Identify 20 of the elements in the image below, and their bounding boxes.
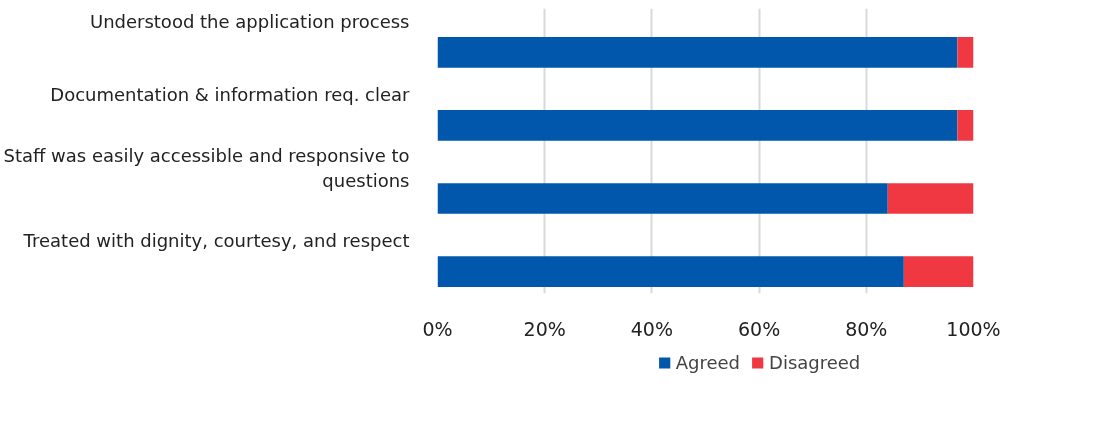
- bar: [437, 37, 958, 68]
- y-tick-label: Treated with dignity, courtesy, and respect: [22, 230, 410, 252]
- x-tick-label: 0%: [422, 317, 453, 340]
- y-tick-label: Understood the application process: [89, 11, 410, 33]
- x-tick-label: 80%: [845, 317, 888, 340]
- legend-label: Agreed: [675, 351, 741, 373]
- bar: [957, 37, 974, 68]
- x-tick-label: 40%: [630, 317, 674, 340]
- bar: [903, 256, 974, 287]
- bar: [437, 110, 958, 141]
- x-tick-label: 20%: [523, 317, 566, 340]
- bar: [887, 183, 974, 214]
- legend-label: Disagreed: [769, 351, 861, 373]
- bar: [437, 256, 904, 287]
- y-tick-label: Staff was easily accessible and responsive to questions: [3, 144, 410, 191]
- x-tick-label: 60%: [737, 317, 781, 340]
- x-tick-label: 100%: [946, 317, 1001, 340]
- bar: [957, 110, 974, 141]
- bar: [437, 183, 888, 214]
- y-tick-label: Documentation & information req. clear: [50, 84, 411, 106]
